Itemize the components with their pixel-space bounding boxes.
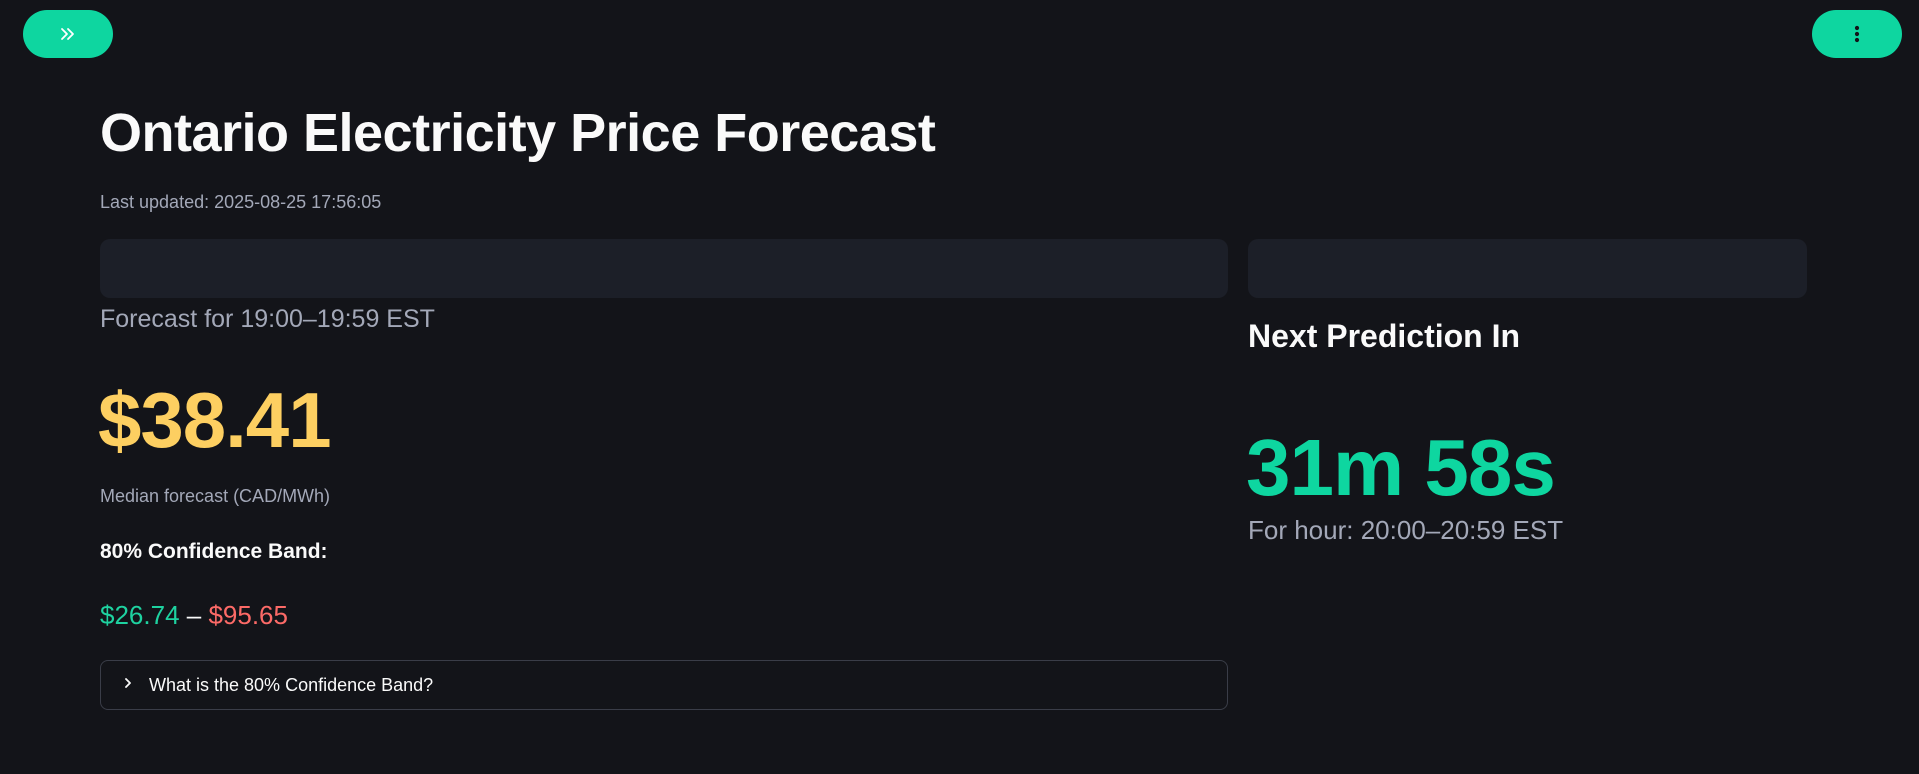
band-high-value: $95.65 xyxy=(208,600,288,630)
main-menu-button[interactable] xyxy=(1812,10,1902,58)
next-prediction-title: Next Prediction In xyxy=(1248,318,1521,354)
forecast-placeholder-card xyxy=(100,239,1228,298)
confidence-band-title: 80% Confidence Band: xyxy=(100,540,328,563)
expander-label: What is the 80% Confidence Band? xyxy=(149,674,434,695)
confidence-band-range: $26.74 – $95.65 xyxy=(100,600,288,631)
chevron-right-icon xyxy=(101,676,149,695)
double-chevron-right-icon xyxy=(58,24,78,44)
expand-sidebar-button[interactable] xyxy=(23,10,113,58)
confidence-band-expander[interactable]: What is the 80% Confidence Band? xyxy=(100,660,1228,710)
countdown-timer: 31m 58s xyxy=(1246,423,1556,512)
forecast-window-label: Forecast for 19:00–19:59 EST xyxy=(100,305,435,333)
countdown-placeholder-card xyxy=(1248,239,1807,298)
band-dash: – xyxy=(179,600,209,630)
next-hour-label: For hour: 20:00–20:59 EST xyxy=(1248,515,1564,545)
last-updated-text: Last updated: 2025-08-25 17:56:05 xyxy=(100,192,382,212)
median-forecast-caption: Median forecast (CAD/MWh) xyxy=(100,486,331,506)
page-title: Ontario Electricity Price Forecast xyxy=(100,103,936,163)
median-price-value: $38.41 xyxy=(98,376,332,464)
band-low-value: $26.74 xyxy=(100,600,180,630)
vertical-dots-icon xyxy=(1853,24,1861,44)
